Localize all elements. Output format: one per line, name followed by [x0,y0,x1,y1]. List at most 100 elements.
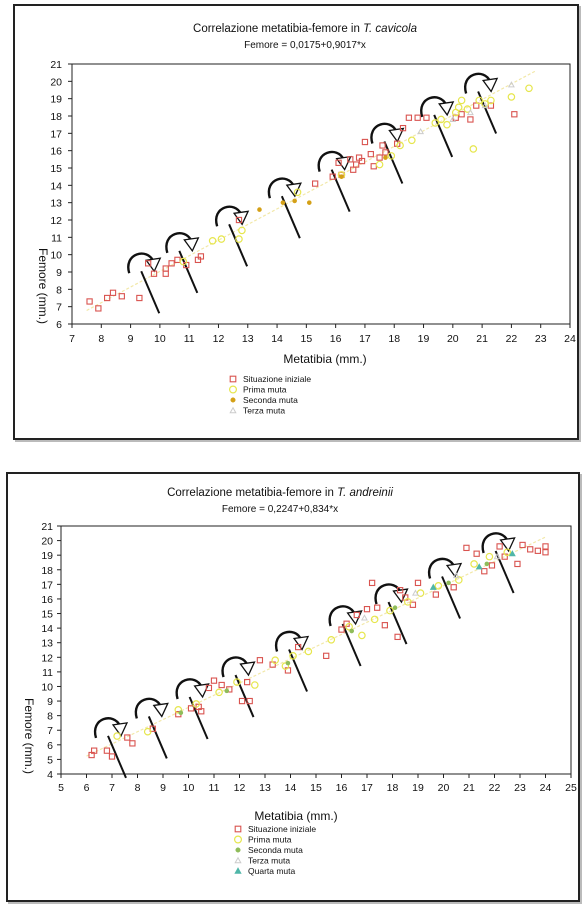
molt-marker [420,96,455,158]
data-point [113,732,121,740]
y-tick-label: 18 [50,111,62,123]
molt-marker [134,697,169,759]
x-tick-label: 17 [361,782,373,794]
y-tick-label: 8 [56,284,62,296]
y-tick-label: 16 [41,594,53,606]
legend-marker [234,856,242,864]
y-tick-label: 9 [56,267,62,279]
data-point [91,747,98,754]
molt-arrow-curve [427,557,456,579]
legend-item: Situazione iniziale [234,824,316,834]
molt-arrow-curve [267,177,295,199]
data-point [323,652,330,659]
x-tick-label: 10 [183,782,195,794]
molt-marker [481,532,516,594]
x-tick-label: 12 [234,782,246,794]
molt-slash [494,550,515,594]
y-tick-label: 10 [50,250,62,262]
x-axis-label: Metatibia (mm.) [283,352,366,366]
data-point [251,681,259,689]
data-point [271,656,280,665]
data-point [215,688,223,697]
data-point [525,84,533,93]
molt-arrow-curve [221,656,249,678]
molt-slash [147,716,168,759]
series-prima-muta [179,84,533,266]
molt-slash [107,735,127,779]
data-point [205,684,213,692]
y-tick-label: 8 [47,711,53,723]
data-point [306,200,312,205]
legend-marker [229,385,238,394]
data-point [511,111,518,118]
data-point [542,543,549,550]
y-tick-label: 7 [56,302,62,314]
data-point [281,662,290,670]
x-tick-label: 11 [209,782,220,794]
x-ticks: 7 8 9 10 11 12 13 14 15 16 17 18 19 20 21 22 23 24 [69,324,576,345]
data-point [417,127,425,135]
legend-item: Seconda muta [235,845,303,855]
data-point [327,635,336,644]
data-point [463,544,470,552]
y-axis-label: Femore (mm.) [22,698,36,774]
data-point [187,705,195,712]
data-point [443,120,451,129]
data-point [470,560,478,568]
molt-slash [288,649,308,692]
data-point [294,643,302,651]
molt-slash [441,576,461,619]
data-point [396,141,404,150]
data-point [353,611,360,619]
data-point [118,293,125,300]
x-tick-label: 20 [438,782,450,794]
data-point [381,622,388,629]
molt-arrow-curve [317,150,345,172]
legend-label: Situazione iniziale [243,374,311,384]
y-tick-label: 19 [50,94,62,106]
legend-marker [229,406,237,414]
molt-arrow-curve [93,717,122,739]
data-point [349,628,355,634]
data-point [396,587,404,594]
molt-slash [477,91,498,134]
legend-marker [229,375,237,383]
y-tick-label: 9 [47,696,53,708]
data-point [379,142,386,149]
legend-label: Seconda muta [243,395,298,405]
data-point [238,226,246,235]
molt-arrow-curve [370,122,398,144]
molt-slash [433,114,454,158]
molt-arrow-head [193,683,210,699]
data-point [109,289,117,296]
data-point [210,677,218,684]
molt-slash [234,674,255,718]
data-point [481,100,489,108]
legend-item: Terza muta [229,406,285,416]
data-point [86,298,93,305]
series-terza-muta [361,553,501,621]
molt-arrow-head [111,722,129,738]
y-tick-label: 15 [50,163,62,175]
data-point [143,727,152,736]
x-tick-label: 18 [388,333,400,345]
data-point [408,136,416,145]
data-point [475,96,483,105]
x-tick-label: 19 [418,333,430,345]
molt-arrow-curve [127,252,155,274]
y-tick-label: 17 [41,579,53,591]
data-point [405,114,413,121]
data-point [431,119,440,127]
data-point [466,108,474,116]
x-tick-label: 13 [242,333,254,345]
molt-arrow-curve [274,630,303,652]
y-tick-label: 13 [41,638,53,650]
data-point [174,706,183,714]
data-point [375,160,384,169]
x-tick-label: 9 [160,782,166,794]
data-point [238,697,246,705]
data-point [496,543,503,550]
data-point [386,606,394,615]
